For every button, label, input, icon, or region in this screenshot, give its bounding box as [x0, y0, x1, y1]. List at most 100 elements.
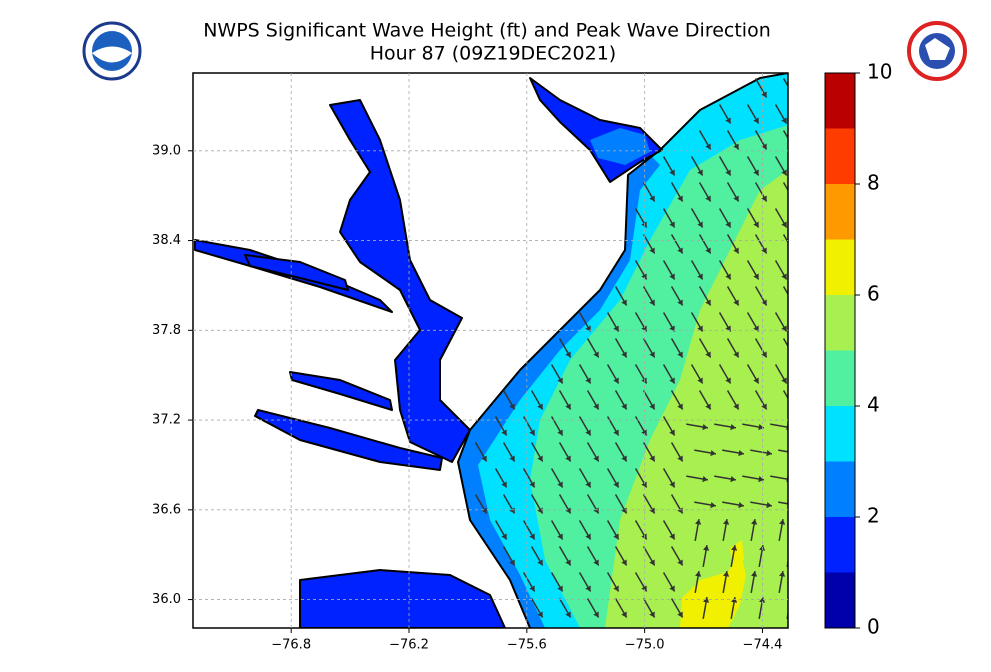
wave-arrow-head	[761, 247, 767, 254]
wave-arrow-head	[738, 501, 744, 509]
colorbar-segment	[825, 295, 855, 351]
wave-arrow-head	[733, 351, 739, 358]
wave-arrow-head	[613, 533, 619, 540]
y-tick-label: 36.6	[152, 502, 181, 517]
wave-arrow-head	[677, 455, 683, 462]
wave-arrow-head	[761, 351, 767, 358]
wave-arrow-head	[613, 481, 619, 488]
wave-arrow-head	[509, 507, 515, 514]
wave-arrow-head	[781, 325, 787, 332]
wave-arrow-head	[481, 455, 487, 462]
wave-arrow-head	[649, 507, 655, 514]
wave-arrow	[782, 286, 788, 296]
colorbar-segment	[825, 406, 855, 462]
wave-arrow-head	[730, 475, 736, 483]
wave-arrow-head	[697, 169, 703, 176]
wave-height-region	[680, 550, 746, 628]
wave-arrow-head	[733, 403, 739, 410]
wave-arrow-head	[789, 248, 794, 254]
y-tick-label: 36.0	[152, 592, 181, 607]
wave-arrow-head	[781, 273, 787, 280]
wave-arrow-head	[669, 429, 675, 436]
wave-arrow-head	[509, 403, 515, 410]
wave-arrow-head	[697, 377, 703, 384]
wave-arrow-head	[761, 299, 767, 306]
wave-arrow-head	[761, 143, 767, 150]
wave-direction-arrows	[474, 78, 800, 619]
wave-arrow-head	[593, 403, 599, 410]
wave-arrow	[778, 501, 788, 505]
wave-arrow-head	[557, 585, 563, 592]
wave-arrow-head	[501, 481, 507, 488]
colorbar-tick-label: 0	[867, 615, 880, 639]
wave-arrow-head	[730, 423, 736, 431]
colorbar-segment	[825, 184, 855, 240]
wave-arrow-head	[705, 351, 711, 358]
wave-arrow-head	[697, 273, 703, 280]
wave-arrow	[782, 78, 788, 88]
wave-arrow	[782, 130, 788, 140]
wave-arrow-head	[641, 585, 647, 592]
wave-arrow-head	[537, 403, 543, 410]
x-tick-label: −75.0	[625, 638, 665, 653]
wave-arrow-head	[725, 377, 731, 384]
wave-arrow-head	[725, 169, 731, 176]
wave-arrow-head	[649, 351, 655, 358]
wave-arrow-head	[761, 403, 767, 410]
wave-arrow-head	[781, 169, 787, 176]
wave-arrow-head	[677, 299, 683, 306]
wave-arrow-head	[613, 429, 619, 436]
wave-arrow-head	[703, 597, 710, 603]
wave-arrow-head	[753, 377, 759, 384]
wave-arrow-head	[789, 92, 794, 98]
wave-arrow-head	[641, 429, 647, 436]
colorbar: 0 2 4 6 8 10	[824, 60, 892, 639]
wave-arrow-head	[677, 195, 683, 202]
wave-arrow-head	[705, 143, 711, 150]
colorbar-segment	[825, 128, 855, 184]
wave-arrow-head	[677, 611, 683, 618]
wave-arrow-head	[537, 559, 543, 566]
wave-arrow-head	[781, 117, 787, 124]
wave-arrow-head	[677, 351, 683, 358]
wave-arrow-head	[789, 144, 794, 150]
wave-arrow-head	[794, 502, 800, 508]
wave-arrow-head	[733, 195, 739, 202]
wave-arrow-head	[557, 429, 563, 436]
x-tick-label: −74.4	[743, 638, 783, 653]
wave-arrow-head	[766, 449, 772, 457]
wave-arrow-head	[761, 91, 767, 98]
wave-arrow-head	[669, 273, 675, 280]
x-tick-label: −76.8	[271, 638, 311, 653]
wave-arrow-head	[677, 507, 683, 514]
wave-height-region	[299, 569, 506, 628]
wave-arrow-head	[669, 585, 675, 592]
wave-arrow-head	[781, 221, 787, 228]
y-tick-label: 39.0	[152, 143, 181, 158]
wave-height-region	[289, 371, 393, 411]
nws-logo	[907, 21, 967, 81]
colorbar-segment	[825, 572, 855, 628]
wave-arrow-head	[669, 533, 675, 540]
wave-arrow-head	[695, 571, 702, 577]
wave-arrow-head	[649, 403, 655, 410]
title: NWPS Significant Wave Height (ft) and Pe…	[203, 20, 771, 42]
wave-arrow-head	[557, 533, 563, 540]
map-area	[193, 73, 800, 628]
wave-height-region	[605, 170, 788, 628]
wave-arrow-head	[501, 429, 507, 436]
colorbar-segment	[825, 239, 855, 295]
y-tick-label: 38.4	[152, 233, 181, 248]
wave-arrow-head	[613, 325, 619, 332]
wave-arrow-head	[723, 519, 730, 525]
plot-frame	[192, 72, 789, 629]
wave-arrow-head	[725, 273, 731, 280]
wave-arrow	[770, 475, 788, 480]
wave-arrow-head	[565, 507, 571, 514]
wave-arrow	[782, 182, 788, 192]
wave-arrow-head	[705, 247, 711, 254]
wave-arrow-head	[593, 351, 599, 358]
wave-arrow-head	[593, 559, 599, 566]
wave-arrow-head	[649, 195, 655, 202]
